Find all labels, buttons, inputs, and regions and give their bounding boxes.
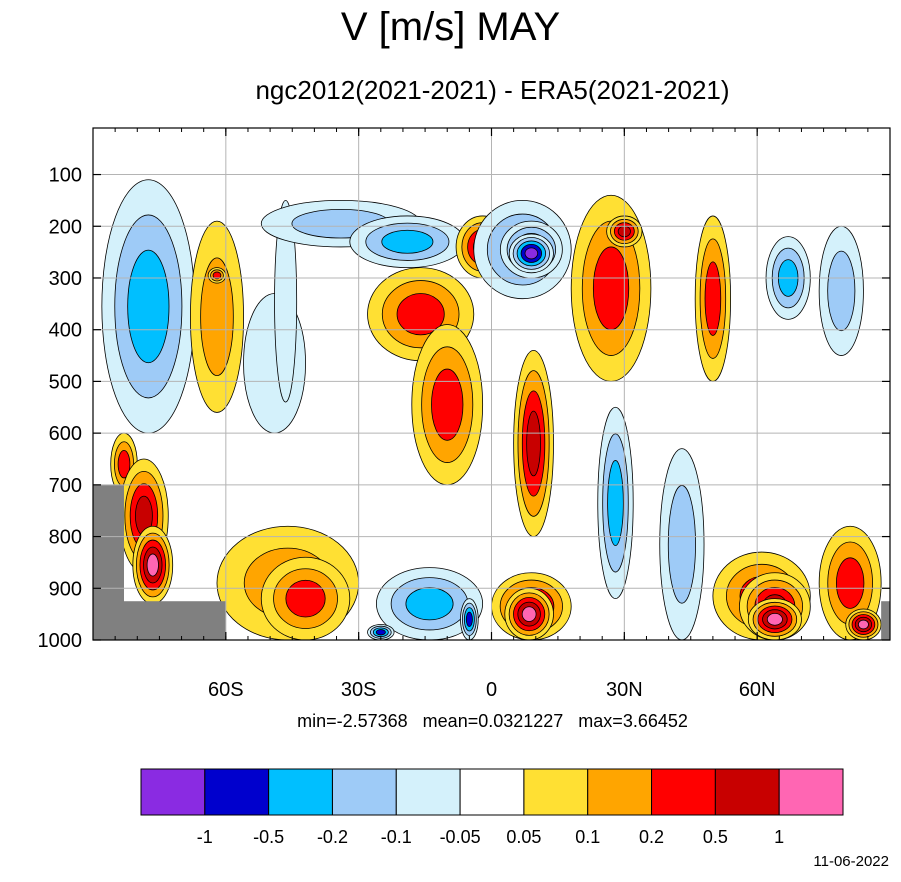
y-tick-label: 1000 <box>38 630 83 652</box>
y-tick-label: 900 <box>49 578 82 600</box>
contour-region-23-4 <box>521 606 537 622</box>
colorbar-label: 0.5 <box>703 827 728 847</box>
colorbar-label: 0.1 <box>575 827 600 847</box>
colorbar-label: -0.1 <box>381 827 412 847</box>
stats-text: min=-2.57368 mean=0.0321227 max=3.66452 <box>297 711 688 731</box>
contour-region-16-3 <box>465 611 473 627</box>
y-axis: 100 200 300 400 500 600 700 800 900 1000 <box>38 165 890 652</box>
x-tick-label: 30N <box>606 679 643 701</box>
y-tick-label: 200 <box>49 216 82 238</box>
colorbar-box <box>651 768 716 816</box>
missing-data <box>93 484 890 640</box>
colorbar-label: -0.2 <box>317 827 348 847</box>
contour-region-15-3 <box>375 629 386 636</box>
missing-data-region-1 <box>93 601 226 640</box>
contour-region-20-4 <box>524 247 539 260</box>
colorbar-box <box>395 768 461 816</box>
y-tick-label: 300 <box>49 268 82 290</box>
y-tick-label: 700 <box>49 475 82 497</box>
colorbar-label: 1 <box>774 827 784 847</box>
colorbar-label: 0.05 <box>506 827 541 847</box>
x-axis: 60S 30S 0 30N 60N <box>114 128 869 701</box>
missing-data-region-2 <box>881 601 890 640</box>
contour-region-34-4 <box>857 619 869 630</box>
x-tick-label: 0 <box>486 679 497 701</box>
colorbar-box <box>778 768 844 816</box>
grid <box>93 128 890 640</box>
contour-region-3-4 <box>146 553 159 577</box>
colorbar-box <box>204 768 270 816</box>
colorbar-label: -0.05 <box>440 827 481 847</box>
colorbar: -1 -0.5 -0.2 -0.1 -0.05 0.05 0.1 0.2 0.5 1 <box>140 768 844 847</box>
contour-region-12-2 <box>396 293 445 336</box>
contour-region-31-4 <box>766 613 783 626</box>
contour-region-1-2 <box>117 449 131 479</box>
contour-region-0-2 <box>127 249 170 364</box>
colorbar-box <box>587 768 653 816</box>
y-tick-label: 800 <box>49 527 82 549</box>
colorbar-box <box>268 768 333 816</box>
contour-region-14-2 <box>405 587 454 621</box>
y-tick-label: 500 <box>49 371 82 393</box>
contour-region-28-1 <box>667 485 696 604</box>
x-tick-label: 60N <box>739 679 776 701</box>
x-tick-label: 30S <box>341 679 377 701</box>
contour-region-4-1 <box>200 257 234 377</box>
chart-title: V [m/s] MAY <box>340 5 561 49</box>
colorbar-label: -0.5 <box>253 827 284 847</box>
date-stamp: 11-06-2022 <box>813 853 889 870</box>
contour-region-11-2 <box>381 229 434 254</box>
y-tick-label: 400 <box>49 320 82 342</box>
contour-region-26-2 <box>607 460 624 546</box>
contour-region-21-3 <box>526 410 541 477</box>
contour-region-13-2 <box>431 368 464 441</box>
colorbar-box <box>331 768 397 816</box>
colorbar-label: -1 <box>197 827 213 847</box>
y-tick-label: 600 <box>49 423 82 445</box>
contour-region-32-1 <box>827 250 856 332</box>
contour-region-27-2 <box>704 261 722 336</box>
colorbar-box <box>140 768 206 816</box>
colorbar-box <box>459 768 525 816</box>
x-tick-label: 60S <box>208 679 244 701</box>
y-tick-label: 100 <box>49 165 82 187</box>
colorbar-label: 0.2 <box>639 827 664 847</box>
contour-region-9-2 <box>285 579 326 618</box>
contour-region-24-2 <box>592 246 630 331</box>
colorbar-box <box>523 768 589 816</box>
contour-region-5-2 <box>212 271 222 280</box>
colorbar-box <box>714 768 780 816</box>
contour-region-7-0 <box>274 200 298 403</box>
chart-subtitle: ngc2012(2021-2021) - ERA5(2021-2021) <box>255 75 730 105</box>
contour-region-33-2 <box>835 557 865 609</box>
